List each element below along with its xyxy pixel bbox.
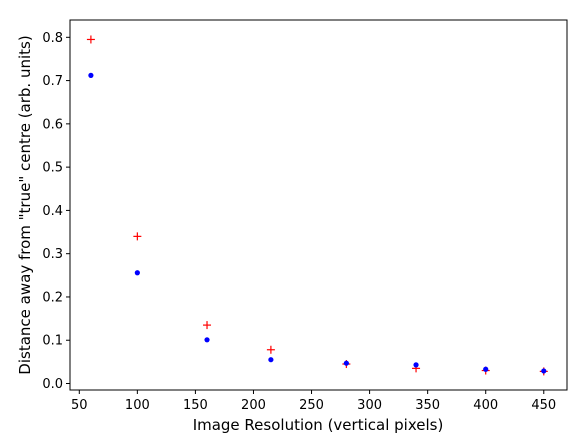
data-point-dot xyxy=(134,270,140,276)
x-tick-label: 150 xyxy=(183,398,208,413)
y-tick-label: 0.4 xyxy=(42,204,63,219)
data-point-plus xyxy=(86,35,95,44)
x-tick-label: 450 xyxy=(531,398,556,413)
data-point-dot xyxy=(541,368,547,374)
data-point-dot xyxy=(88,72,94,78)
y-axis-label: Distance away from "true" centre (arb. u… xyxy=(16,35,34,374)
data-markers xyxy=(86,35,548,376)
y-tick-label: 0.0 xyxy=(42,377,63,392)
y-tick-label: 0.2 xyxy=(42,290,63,305)
x-tick-label: 400 xyxy=(473,398,498,413)
data-point-dot xyxy=(343,360,349,366)
y-tick-label: 0.1 xyxy=(42,334,63,349)
x-tick-label: 350 xyxy=(415,398,440,413)
x-tick-label: 200 xyxy=(241,398,266,413)
x-axis-label: Image Resolution (vertical pixels) xyxy=(193,416,444,434)
data-point-dot xyxy=(483,366,489,372)
x-tick-label: 300 xyxy=(357,398,382,413)
y-tick-label: 0.5 xyxy=(42,161,63,176)
data-point-dot xyxy=(204,337,210,343)
data-point-dot xyxy=(413,362,419,368)
data-point-plus xyxy=(266,345,275,354)
y-tick-label: 0.6 xyxy=(42,117,63,132)
y-tick-label: 0.8 xyxy=(42,31,63,46)
x-tick-label: 100 xyxy=(125,398,150,413)
plot-area xyxy=(70,20,567,390)
x-axis: 50 100 150 200 250 300 350 400 450 xyxy=(71,390,556,413)
x-tick-label: 250 xyxy=(299,398,324,413)
plot-frame xyxy=(69,19,568,391)
x-tick-label: 50 xyxy=(71,398,88,413)
y-tick-label: 0.3 xyxy=(42,247,63,262)
y-tick-label: 0.7 xyxy=(42,74,63,89)
data-point-plus xyxy=(203,321,212,330)
data-point-plus xyxy=(133,232,142,241)
data-point-dot xyxy=(268,357,274,363)
y-axis: 0.0 0.1 0.2 0.3 0.4 0.5 0.6 0.7 0.8 xyxy=(42,31,70,392)
